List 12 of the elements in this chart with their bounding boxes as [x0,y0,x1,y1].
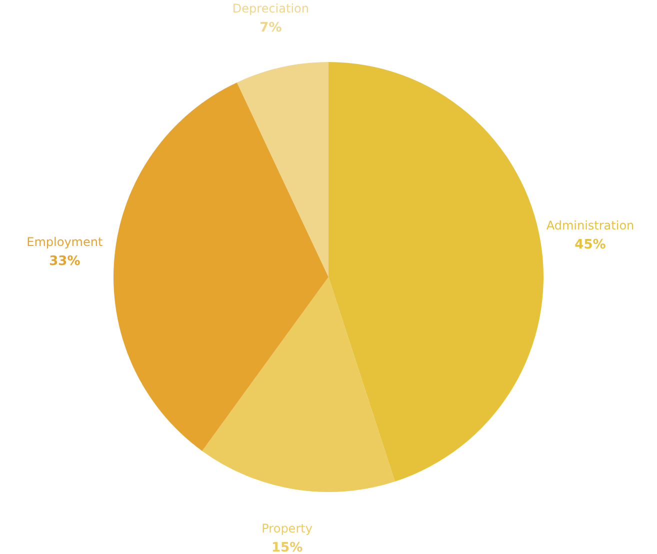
data-label: 7% [260,20,282,36]
data-label: 33% [49,254,80,270]
slice-label: Employment [26,235,103,250]
pie-slice [236,62,328,277]
pie-slice [114,82,328,451]
slice-label: Depreciation [232,1,309,16]
slice-label: Administration [546,218,634,233]
data-label: 15% [271,540,303,554]
data-label: 45% [574,238,606,253]
pie-slice [328,62,544,482]
slice-label: Property [262,522,312,536]
pie-slice [202,277,395,492]
